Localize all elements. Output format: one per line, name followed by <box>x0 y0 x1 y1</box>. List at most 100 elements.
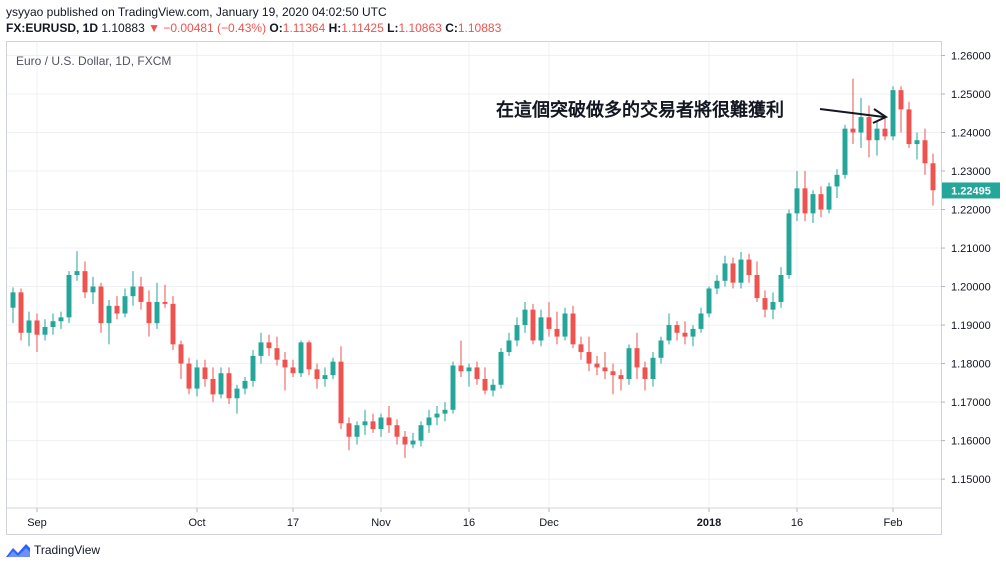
candle-body <box>706 288 712 314</box>
candle-body <box>450 365 456 410</box>
y-tick-label: 1.15000 <box>951 474 991 486</box>
candle <box>290 359 296 378</box>
candle <box>610 363 616 395</box>
candle <box>322 367 328 387</box>
down-arrow-icon: ▼ <box>148 21 160 35</box>
candle-body <box>258 342 264 356</box>
candle <box>146 290 152 337</box>
candle <box>762 290 768 318</box>
candle-body <box>818 194 824 210</box>
candle-body <box>882 128 888 137</box>
candle-body <box>162 301 168 304</box>
candle <box>602 352 608 379</box>
close-label: C: <box>445 21 458 35</box>
candle-body <box>530 309 536 341</box>
candle <box>66 271 72 324</box>
candle-body <box>426 417 432 426</box>
candle-body <box>154 301 160 324</box>
candle-body <box>394 425 400 437</box>
last-price-marker: 1.22495 <box>942 182 1000 199</box>
candle-body <box>770 301 776 310</box>
candle-body <box>458 365 464 372</box>
candle <box>538 309 544 347</box>
close-value: 1.10883 <box>457 21 502 35</box>
candle <box>714 275 720 295</box>
candle-body <box>826 186 832 210</box>
candle <box>826 182 832 214</box>
candle <box>170 296 176 351</box>
y-tick-label: 1.19000 <box>951 320 991 332</box>
annotation-arrow <box>819 108 889 124</box>
candle <box>922 128 928 175</box>
candle <box>618 369 624 391</box>
x-tick-label: Oct <box>188 517 205 529</box>
candle-body <box>274 348 280 360</box>
candle <box>890 86 896 141</box>
candle-body <box>586 352 592 364</box>
candle <box>914 132 920 160</box>
x-tick-label: Dec <box>539 517 559 529</box>
candle-body <box>122 296 128 314</box>
candle <box>850 78 856 145</box>
candle-body <box>170 303 176 345</box>
candle <box>410 432 416 449</box>
candle-body <box>842 128 848 175</box>
candle-body <box>282 359 288 368</box>
candle <box>578 336 584 360</box>
candle-body <box>538 317 544 341</box>
x-tick-label: 16 <box>791 517 803 529</box>
candle <box>418 421 424 447</box>
chart-frame <box>6 41 942 535</box>
y-tick-label: 1.20000 <box>951 282 991 294</box>
candle <box>154 282 160 329</box>
candle <box>346 417 352 451</box>
candle <box>338 346 344 430</box>
price-chart[interactable]: Sep Oct 17 Nov 16 Dec 2018 16 Feb 1.15000 1.16000… <box>0 0 1006 540</box>
candle-body <box>746 259 752 275</box>
x-tick-label: 2018 <box>697 517 721 529</box>
candle-body <box>922 140 928 164</box>
candle <box>10 287 16 324</box>
candle <box>546 301 552 337</box>
candle-body <box>498 352 504 385</box>
candle <box>786 209 792 279</box>
candle-body <box>738 259 744 283</box>
footer-brand[interactable]: TradingView <box>34 543 101 557</box>
candle <box>898 86 904 133</box>
candle-body <box>570 313 576 345</box>
candle <box>690 325 696 347</box>
candle <box>58 311 64 329</box>
candle-body <box>610 371 616 376</box>
candle-body <box>490 384 496 391</box>
candle <box>274 336 280 366</box>
candle-body <box>778 275 784 302</box>
candle <box>426 409 432 433</box>
candle <box>306 340 312 376</box>
x-tick-label: Feb <box>884 517 903 529</box>
footer: TradingView <box>6 543 100 557</box>
y-tick-label: 1.22000 <box>951 205 991 217</box>
candle <box>42 319 48 341</box>
candle <box>266 334 272 356</box>
candle <box>810 190 816 224</box>
x-tick-label: 16 <box>463 517 475 529</box>
candle <box>74 251 80 281</box>
y-tick-label: 1.18000 <box>951 359 991 371</box>
candle-body <box>650 357 656 379</box>
y-tick-label: 1.16000 <box>951 436 991 448</box>
candle <box>778 267 784 308</box>
candle <box>114 296 120 320</box>
candle-body <box>602 367 608 372</box>
candle-body <box>242 380 248 389</box>
candle <box>250 350 256 387</box>
candle-body <box>418 425 424 441</box>
candle <box>474 361 480 385</box>
candle <box>818 186 824 218</box>
tradingview-logo-icon[interactable] <box>6 543 30 557</box>
candle <box>450 361 456 414</box>
candle-body <box>106 305 112 324</box>
candle-body <box>714 280 720 289</box>
candle-body <box>682 332 688 337</box>
candle-body <box>234 388 240 399</box>
candle-body <box>554 328 560 337</box>
